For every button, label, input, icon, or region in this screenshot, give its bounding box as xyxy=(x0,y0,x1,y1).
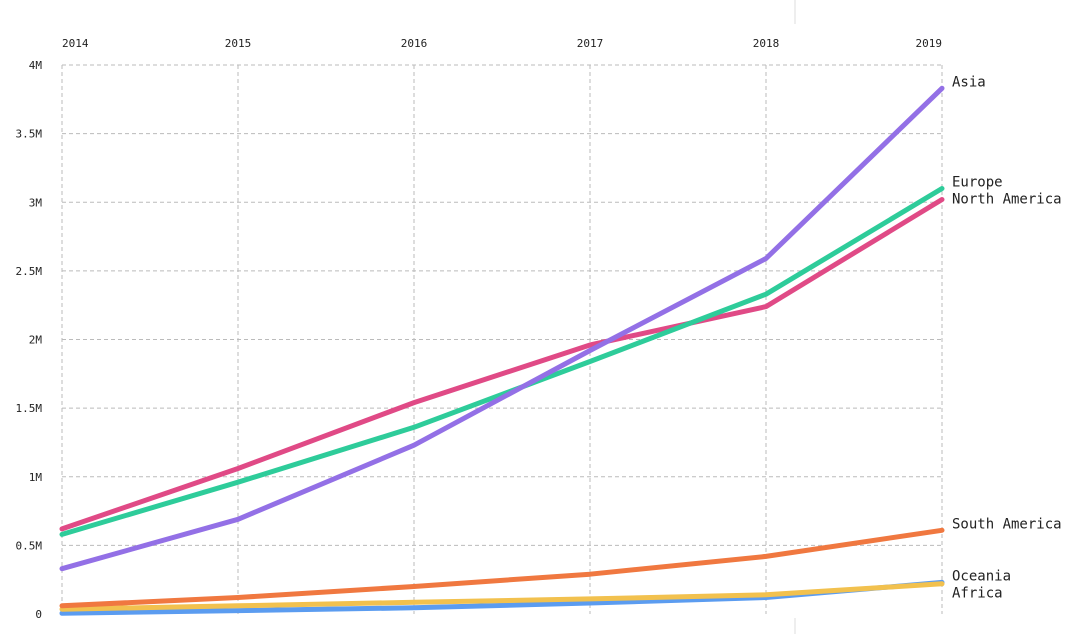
x-tick-label: 2016 xyxy=(401,37,428,50)
x-tick-label: 2018 xyxy=(753,37,780,50)
x-axis: 2014 2015 2016 2017 2018 2019 xyxy=(62,37,942,50)
series-line-south-america xyxy=(59,527,945,609)
grid xyxy=(61,64,943,614)
series-line-europe xyxy=(59,186,945,537)
y-tick-label: 2.5M xyxy=(16,265,43,278)
series-label-south-america: South America xyxy=(952,516,1062,532)
y-tick-label: 1M xyxy=(29,471,43,484)
y-tick-label: 4M xyxy=(29,59,43,72)
series-label-africa: Africa xyxy=(952,585,1003,601)
x-tick-label: 2019 xyxy=(916,37,943,50)
series-line-africa xyxy=(59,581,945,612)
x-tick-label: 2017 xyxy=(577,37,604,50)
y-tick-label: 0.5M xyxy=(16,539,43,552)
y-tick-label: 2M xyxy=(29,334,43,347)
y-axis: 0 0.5M 1M 1.5M 2M 2.5M 3M 3.5M 4M xyxy=(16,59,43,621)
y-tick-label: 1.5M xyxy=(16,402,43,415)
x-tick-label: 2015 xyxy=(225,37,252,50)
y-tick-label: 3.5M xyxy=(16,128,43,141)
series-label-oceania: Oceania xyxy=(952,568,1011,584)
series-line-asia xyxy=(59,85,945,572)
series-lines xyxy=(59,85,945,616)
series-label-north-america: North America xyxy=(952,192,1062,208)
series-label-asia: Asia xyxy=(952,74,986,90)
series-line-north-america xyxy=(59,197,945,532)
series-label-europe: Europe xyxy=(952,175,1003,191)
x-tick-label: 2014 xyxy=(62,37,89,50)
y-tick-label: 0 xyxy=(35,608,42,621)
y-tick-label: 3M xyxy=(29,196,43,209)
